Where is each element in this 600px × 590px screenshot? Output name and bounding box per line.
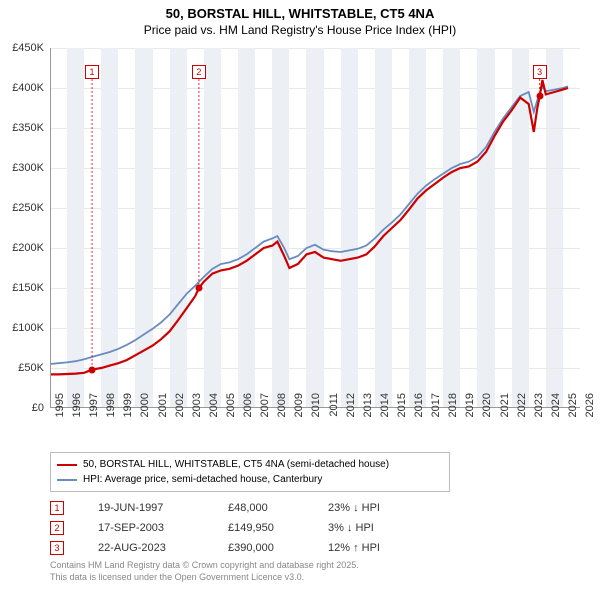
x-tick-label: 2012 — [345, 393, 357, 433]
x-tick-label: 1998 — [105, 393, 117, 433]
x-tick-label: 2005 — [225, 393, 237, 433]
legend-row: 50, BORSTAL HILL, WHITSTABLE, CT5 4NA (s… — [57, 457, 443, 472]
sales-row-diff: 23% ↓ HPI — [328, 502, 418, 514]
sale-marker-dot — [89, 366, 96, 373]
y-tick-label: £50K — [18, 362, 44, 374]
chart-plot-area: £0£50K£100K£150K£200K£250K£300K£350K£400… — [50, 48, 580, 408]
y-tick-label: £300K — [12, 162, 44, 174]
sale-marker-box: 1 — [85, 65, 99, 79]
copyright-line-2: This data is licensed under the Open Gov… — [50, 572, 359, 584]
x-tick-label: 2008 — [276, 393, 288, 433]
x-tick-label: 2001 — [157, 393, 169, 433]
y-tick-label: £350K — [12, 122, 44, 134]
sales-row-price: £390,000 — [228, 542, 328, 554]
x-tick-label: 2013 — [362, 393, 374, 433]
sales-row-number: 1 — [50, 501, 64, 515]
chart-container: 50, BORSTAL HILL, WHITSTABLE, CT5 4NA Pr… — [0, 0, 600, 590]
x-tick-label: 2000 — [139, 393, 151, 433]
sale-marker-dot — [536, 93, 543, 100]
x-tick-label: 2006 — [242, 393, 254, 433]
sales-row: 2 17-SEP-2003£149,9503% ↓ HPI — [50, 518, 418, 538]
x-tick-label: 2009 — [293, 393, 305, 433]
y-tick-label: £100K — [12, 322, 44, 334]
sales-row-date: 19-JUN-1997 — [98, 502, 228, 514]
x-tick-label: 2017 — [430, 393, 442, 433]
x-tick-label: 2025 — [567, 393, 579, 433]
sales-table: 1 19-JUN-1997£48,00023% ↓ HPI 2 17-SEP-2003… — [50, 498, 418, 558]
x-tick-label: 1995 — [54, 393, 66, 433]
x-tick-label: 2021 — [499, 393, 511, 433]
x-tick-label: 2026 — [584, 393, 596, 433]
page-subtitle: Price paid vs. HM Land Registry's House … — [0, 23, 600, 39]
x-tick-label: 1996 — [71, 393, 83, 433]
series-line — [50, 86, 568, 364]
x-tick-label: 2018 — [447, 393, 459, 433]
page-title: 50, BORSTAL HILL, WHITSTABLE, CT5 4NA — [0, 0, 600, 23]
x-tick-label: 2010 — [310, 393, 322, 433]
sales-row-date: 17-SEP-2003 — [98, 522, 228, 534]
x-tick-label: 2007 — [259, 393, 271, 433]
x-tick-label: 2002 — [174, 393, 186, 433]
chart-lines-svg — [50, 48, 580, 408]
y-tick-label: £450K — [12, 42, 44, 54]
y-axis — [50, 48, 51, 408]
copyright-line-1: Contains HM Land Registry data © Crown c… — [50, 560, 359, 572]
sales-row: 1 19-JUN-1997£48,00023% ↓ HPI — [50, 498, 418, 518]
copyright-notice: Contains HM Land Registry data © Crown c… — [50, 560, 359, 583]
x-tick-label: 2024 — [550, 393, 562, 433]
legend-row: HPI: Average price, semi-detached house,… — [57, 472, 443, 487]
sales-row: 3 22-AUG-2023£390,00012% ↑ HPI — [50, 538, 418, 558]
y-tick-label: £400K — [12, 82, 44, 94]
x-tick-label: 2023 — [533, 393, 545, 433]
y-tick-label: £250K — [12, 202, 44, 214]
legend-swatch — [57, 464, 77, 466]
x-tick-label: 2015 — [396, 393, 408, 433]
sales-row-diff: 3% ↓ HPI — [328, 522, 418, 534]
x-tick-label: 2019 — [464, 393, 476, 433]
x-tick-label: 1997 — [88, 393, 100, 433]
sales-row-diff: 12% ↑ HPI — [328, 542, 418, 554]
y-tick-label: £0 — [32, 402, 44, 414]
legend-label: 50, BORSTAL HILL, WHITSTABLE, CT5 4NA (s… — [83, 457, 389, 472]
sale-marker-box: 2 — [192, 65, 206, 79]
sales-row-number: 2 — [50, 521, 64, 535]
x-tick-label: 2014 — [379, 393, 391, 433]
sales-row-price: £48,000 — [228, 502, 328, 514]
x-tick-label: 2022 — [516, 393, 528, 433]
x-tick-label: 2011 — [328, 393, 340, 433]
legend-swatch — [57, 479, 77, 481]
sales-row-price: £149,950 — [228, 522, 328, 534]
y-tick-label: £200K — [12, 242, 44, 254]
y-tick-label: £150K — [12, 282, 44, 294]
x-tick-label: 1999 — [122, 393, 134, 433]
series-line — [50, 80, 568, 374]
sales-row-date: 22-AUG-2023 — [98, 542, 228, 554]
sale-marker-box: 3 — [533, 65, 547, 79]
x-tick-label: 2004 — [208, 393, 220, 433]
legend-box: 50, BORSTAL HILL, WHITSTABLE, CT5 4NA (s… — [50, 452, 450, 492]
sales-row-number: 3 — [50, 541, 64, 555]
x-tick-label: 2020 — [481, 393, 493, 433]
sale-marker-dot — [195, 285, 202, 292]
legend-label: HPI: Average price, semi-detached house,… — [83, 472, 322, 487]
x-tick-label: 2003 — [191, 393, 203, 433]
x-tick-label: 2016 — [413, 393, 425, 433]
